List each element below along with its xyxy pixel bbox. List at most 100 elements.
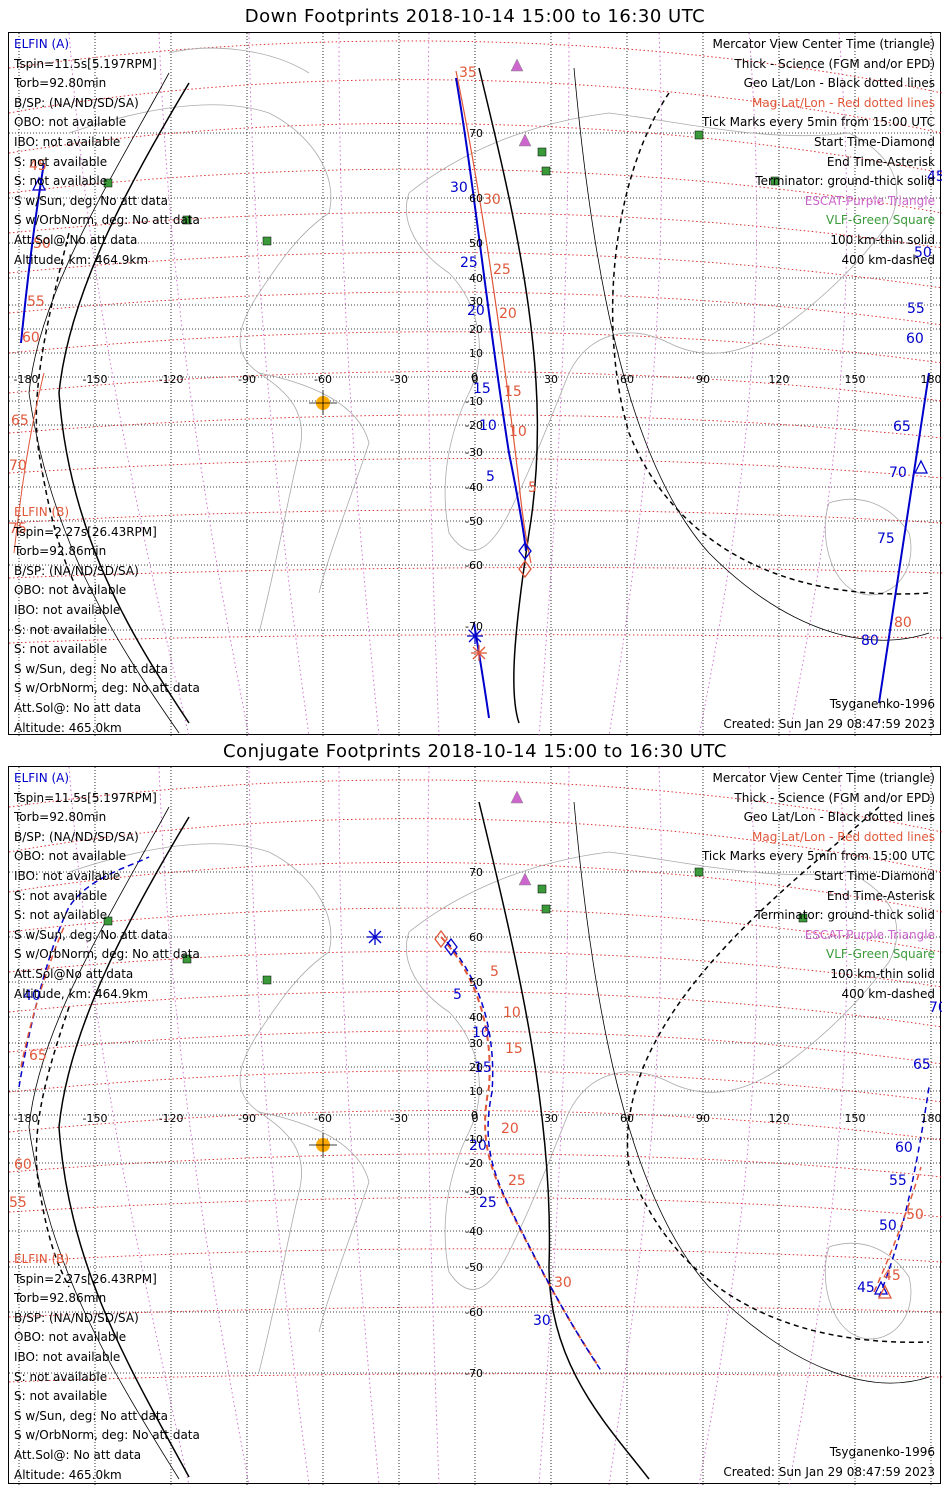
info-line: S w/Sun, deg: No att data [14,927,168,942]
elfin-a-track-west [20,162,45,344]
tick-label: 20 [467,303,485,319]
legend-line: Start Time-Diamond [813,134,935,149]
tick-label: 45 [927,169,942,185]
legend-line: 100 km-thin solid [830,232,935,247]
vlf-squares [103,130,780,246]
tick-label: 55 [889,1173,907,1189]
lon-label: 180 [921,373,942,386]
tick-label: 50 [879,1218,897,1234]
tick-label: 80 [861,633,879,649]
info-line: Torb=92.86min [14,1291,107,1306]
tick-label: 10 [472,1025,490,1041]
lon-label: -30 [390,1112,408,1125]
elfin-a-tick-labels: 5 10 15 20 25 30 45 50 55 60 65 70 40 [23,987,942,1329]
lat-label: -20 [465,419,483,432]
legend-line: Mag Lat/Lon - Red dotted lines [751,95,935,110]
legend-line: Terminator: ground-thick solid [755,174,935,189]
info-line: Att.Sol@: No att data [14,1447,142,1462]
info-line: IBO: not available [14,134,121,149]
elfin-b-end-asterisk [471,645,487,661]
lon-label: 150 [845,373,866,386]
elfin-b-track-east [873,1166,922,1293]
tick-label: 5 [453,987,462,1003]
lat-label: 10 [469,1085,483,1098]
lon-label: -180 [14,373,39,386]
legend-line: 100 km-thin solid [830,966,935,981]
legend-line: Geo Lat/Lon - Black dotted lines [743,810,935,825]
legend-line: Thick - Science (FGM and/or EPD) [734,56,935,71]
model-name: Tsyganenko-1996 [829,697,935,711]
elfin-a-center-triangle [31,176,47,191]
info-line: S: not available [14,642,108,657]
panel-2-title: Conjugate Footprints 2018-10-14 15:00 to… [223,741,727,762]
tick-label: 50 [914,245,932,261]
lon-label: 180 [921,1112,942,1125]
lat-label: -50 [465,1261,483,1274]
lat-label: -40 [465,481,483,494]
legend-line: VLF-Green Square [826,947,935,962]
terminator-right-ground [478,801,650,1480]
geo-lon-grid [18,33,932,736]
lon-label: 0 [472,1112,479,1125]
lat-label: -60 [465,559,483,572]
lat-label: 40 [469,1011,483,1024]
elfin-b-info: ELFIN (B) Tspin=2.27s[26.43RPM] Torb=92.… [14,1250,200,1485]
info-line: Torb=92.86min [14,544,107,559]
legend-line: End Time-Asterisk [826,888,935,903]
tick-label: 65 [913,1057,931,1073]
tick-label: 55 [9,1195,27,1211]
tick-label: 20 [501,1121,519,1137]
mag-lon-grid [68,33,848,736]
elfin-b-info: ELFIN (B) Tspin=2.27s[26.43RPM] Torb=92.… [14,503,200,738]
info-line: OBO: not available [14,849,127,864]
tick-label: 70 [9,458,27,474]
tick-label: 60 [895,1140,913,1156]
tick-label: 15 [474,1060,492,1076]
lat-label: -50 [465,515,483,528]
legend: Mercator View Center Time (triangle) Thi… [702,769,935,1004]
elfin-a-track [455,77,527,552]
tick-label: 40 [23,988,41,1004]
tick-label: 45 [29,158,47,174]
tick-label: 60 [22,330,40,346]
legend-line: Geo Lat/Lon - Black dotted lines [743,76,935,91]
lon-label: -30 [390,373,408,386]
elfin-b-track-west [13,372,45,554]
lat-label: 70 [469,127,483,140]
lat-label: 0 [471,371,478,384]
lat-labels: 70 60 50 40 30 20 10 0 -10 -20 -30 -40 -… [465,866,483,1380]
lon-labels: -180 -150 -120 -90 -60 -30 0 30 60 90 12… [14,373,942,386]
info-line: S: not available [14,1389,108,1404]
elfin-b-center-triangle [877,1284,893,1299]
info-line: Tspin=11.5s[5.197RPM] [14,56,157,71]
tick-label: 15 [473,381,491,397]
info-line: Tspin=11.5s[5.197RPM] [14,790,157,805]
lon-label: -150 [83,373,108,386]
lon-label: -60 [314,1112,332,1125]
elfin-b-label: ELFIN (B) [14,1252,70,1266]
mag-lon-grid [68,767,848,1485]
lon-label: 120 [769,1112,790,1125]
elfin-a-end-asterisk [367,929,383,945]
elfin-a-track [446,941,603,1373]
terminator-400km-left [35,232,80,594]
legend-line: Thick - Science (FGM and/or EPD) [734,790,935,805]
terminator-left-100km [28,806,180,1480]
lat-label: 50 [469,237,483,250]
tick-label: 10 [509,424,527,440]
lon-label: -60 [314,373,332,386]
info-line: IBO: not available [14,1349,121,1364]
legend-line: 400 km-dashed [841,986,935,1001]
vlf-squares [103,867,808,985]
lat-label: -60 [465,1306,483,1319]
conjugate-footprints-map: 5 10 15 20 25 30 45 50 55 60 65 70 40 5 … [8,766,942,1485]
info-line: OBO: not available [14,115,127,130]
info-line: S w/OrbNorm, deg: No att data [14,681,200,696]
lon-label: 60 [620,1112,634,1125]
info-line: Altitude, km: 464.9km [14,252,149,267]
lon-label: 120 [769,373,790,386]
tick-label: 45 [883,1268,901,1284]
legend-line: ESCAT-Purple Triangle [804,193,935,208]
info-line: B/SP: (NA/ND/SD/SA) [14,829,139,844]
escat-triangle [518,872,532,886]
